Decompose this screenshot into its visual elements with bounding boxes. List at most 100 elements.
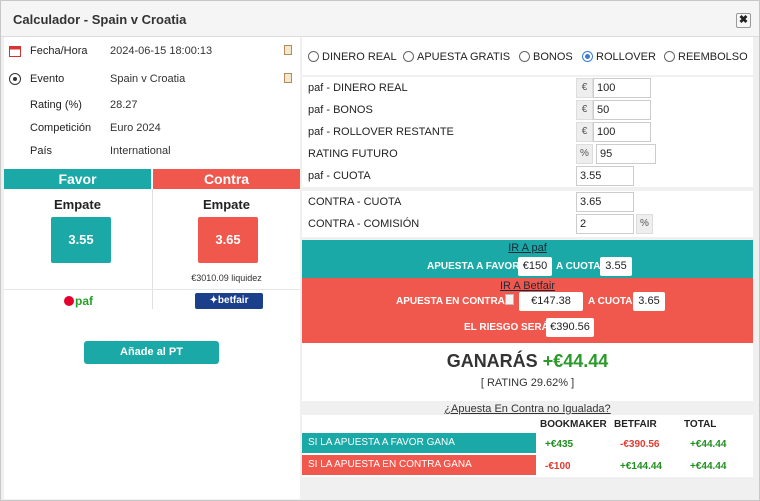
- ganaras-label: GANARÁS: [446, 351, 538, 371]
- radio-label: APUESTA GRATIS: [417, 51, 511, 63]
- col-header-bookmaker: BOOKMAKER: [540, 419, 607, 430]
- divider: [4, 289, 300, 290]
- contra-header: Contra: [153, 169, 300, 189]
- country-label: País: [30, 145, 53, 157]
- paf-dinero-real-input[interactable]: 100: [593, 78, 651, 98]
- a-cuota-label: A CUOTA: [556, 261, 601, 272]
- info-row-date: Fecha/Hora 2024-06-15 18:00:13: [4, 41, 300, 63]
- paf-cuota-input[interactable]: 3.55: [576, 166, 634, 186]
- apuesta-contra-label: APUESTA EN CONTRA: [396, 296, 505, 307]
- paf-dinero-real-row: paf - DINERO REAL € 100: [302, 77, 753, 99]
- table-cell: +€44.44: [690, 439, 727, 450]
- event-label: Evento: [30, 73, 65, 85]
- calendar-icon: [9, 46, 21, 57]
- favor-stake-value[interactable]: €150: [518, 257, 552, 276]
- copy-icon[interactable]: [505, 294, 514, 305]
- outcomes-table: BOOKMAKER BETFAIR TOTAL SI LA APUESTA A …: [302, 415, 753, 477]
- soccer-ball-icon: [9, 73, 21, 85]
- profit-line: GANARÁS +€44.44: [302, 351, 753, 372]
- apuesta-favor-label: APUESTA A FAVOR: [427, 261, 520, 272]
- paf-bonos-input[interactable]: 50: [593, 100, 651, 120]
- rating-value: 28.27: [110, 99, 138, 111]
- contra-cuota-row: CONTRA - CUOTA 3.65: [302, 191, 753, 213]
- euro-addon: €: [576, 100, 593, 120]
- contra-cuota-input[interactable]: 3.65: [576, 192, 634, 212]
- radio-label: BONOS: [533, 51, 573, 63]
- radio-label: ROLLOVER: [596, 51, 656, 63]
- field-label: paf - CUOTA: [308, 170, 371, 182]
- ir-betfair-link[interactable]: IR A Betfair: [499, 280, 556, 292]
- country-value: International: [110, 145, 171, 157]
- field-label: paf - DINERO REAL: [308, 82, 408, 94]
- paf-logo[interactable]: paf: [64, 294, 93, 308]
- radio-bonos[interactable]: BONOS: [519, 51, 573, 63]
- competition-label: Competición: [30, 122, 92, 134]
- a-cuota-label: A CUOTA: [588, 296, 633, 307]
- radio-circle: [403, 51, 414, 62]
- betfair-logo[interactable]: ✦betfair: [195, 293, 263, 309]
- paf-rollover-input[interactable]: 100: [593, 122, 651, 142]
- rating-futuro-input[interactable]: 95: [596, 144, 656, 164]
- close-button[interactable]: ✖: [736, 13, 751, 28]
- contra-odds-box[interactable]: 3.65: [198, 217, 258, 263]
- radio-circle-checked: [582, 51, 593, 62]
- info-row-event: Evento Spain v Croatia: [4, 69, 300, 91]
- date-value: 2024-06-15 18:00:13: [110, 45, 213, 57]
- radio-circle: [519, 51, 530, 62]
- result-rating: [ RATING 29.62% ]: [480, 377, 575, 389]
- riesgo-value: €390.56: [546, 318, 594, 337]
- calculator-panel: DINERO REAL APUESTA GRATIS BONOS ROLLOVE…: [302, 37, 753, 499]
- percent-addon: %: [576, 144, 593, 164]
- paf-bonos-row: paf - BONOS € 50: [302, 99, 753, 121]
- exchange-form: CONTRA - CUOTA 3.65 CONTRA - COMISIÓN 2 …: [302, 191, 753, 237]
- modal-titlebar: Calculador - Spain v Croatia ✖: [1, 1, 759, 37]
- event-panel: Fecha/Hora 2024-06-15 18:00:13 Evento Sp…: [4, 37, 300, 499]
- copy-icon[interactable]: [284, 73, 292, 83]
- column-divider: [152, 189, 153, 309]
- table-row-favor-wins: SI LA APUESTA A FAVOR GANA: [302, 433, 536, 453]
- percent-addon: %: [636, 214, 653, 234]
- table-cell: -€100: [545, 461, 571, 472]
- result-panel: GANARÁS +€44.44: [302, 343, 753, 401]
- add-to-pt-button[interactable]: Añade al PT: [84, 341, 219, 364]
- contra-cuota-value[interactable]: 3.65: [633, 292, 665, 311]
- info-row-competition: Competición Euro 2024: [4, 118, 300, 140]
- copy-icon[interactable]: [284, 45, 292, 55]
- contra-liquidity: €3010.09 liquidez: [191, 273, 262, 283]
- no-igualada-link[interactable]: ¿Apuesta En Contra no Igualada?: [444, 403, 611, 415]
- radio-circle: [308, 51, 319, 62]
- ir-paf-link[interactable]: IR A paf: [508, 242, 547, 254]
- radio-circle: [664, 51, 675, 62]
- contra-stake-value[interactable]: €147.38: [519, 292, 583, 311]
- radio-label: REEMBOLSO: [678, 51, 748, 63]
- radio-label: DINERO REAL: [322, 51, 397, 63]
- paf-cuota-row: paf - CUOTA 3.55: [302, 165, 753, 187]
- table-cell: +€435: [545, 439, 574, 450]
- field-label: paf - BONOS: [308, 104, 373, 116]
- profit-amount: +€44.44: [542, 351, 609, 371]
- bet-type-radio-group: DINERO REAL APUESTA GRATIS BONOS ROLLOVE…: [302, 37, 753, 75]
- radio-apuesta-gratis[interactable]: APUESTA GRATIS: [403, 51, 510, 63]
- contra-comision-row: CONTRA - COMISIÓN 2 %: [302, 213, 753, 235]
- contra-selection: Empate: [203, 197, 250, 212]
- euro-addon: €: [576, 122, 593, 142]
- field-label: RATING FUTURO: [308, 148, 398, 160]
- radio-reembolso[interactable]: REEMBOLSO: [664, 51, 748, 63]
- info-row-country: País International: [4, 141, 300, 163]
- info-row-rating: Rating (%) 28.27: [4, 95, 300, 117]
- euro-addon: €: [576, 78, 593, 98]
- favor-cuota-value[interactable]: 3.55: [600, 257, 632, 276]
- contra-comision-input[interactable]: 2: [576, 214, 634, 234]
- table-cell: -€390.56: [620, 439, 660, 450]
- favor-odds-box[interactable]: 3.55: [51, 217, 111, 263]
- ir-paf-band: IR A paf APUESTA A FAVOR €150 A CUOTA 3.…: [302, 240, 753, 278]
- date-label: Fecha/Hora: [30, 45, 88, 57]
- bookmaker-form: paf - DINERO REAL € 100 paf - BONOS € 50…: [302, 77, 753, 187]
- favor-header: Favor: [4, 169, 151, 189]
- field-label: paf - ROLLOVER RESTANTE: [308, 126, 454, 138]
- event-value: Spain v Croatia: [110, 73, 186, 85]
- table-row-contra-wins: SI LA APUESTA EN CONTRA GANA: [302, 455, 536, 475]
- radio-rollover[interactable]: ROLLOVER: [582, 51, 656, 63]
- radio-dinero-real[interactable]: DINERO REAL: [308, 51, 397, 63]
